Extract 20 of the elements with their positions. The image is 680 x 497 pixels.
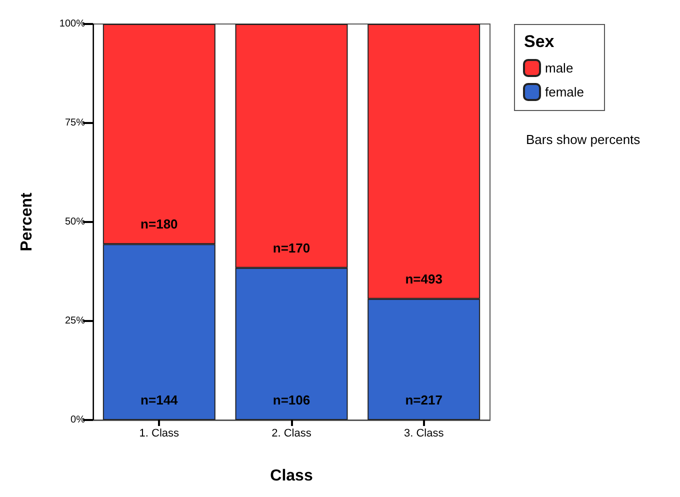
y-axis-title: Percent — [18, 192, 36, 252]
annotation: n=493 — [405, 271, 442, 286]
x-axis-title: Class — [270, 468, 313, 484]
legend-label: male — [545, 60, 574, 76]
x-tick-label: 2. Class — [272, 428, 312, 440]
y-tick-label: 75% — [64, 118, 86, 128]
annotation: n=144 — [140, 392, 179, 408]
legend-title: Sex — [524, 32, 555, 51]
y-tick-label: 100% — [59, 18, 86, 30]
legend-label: female — [545, 84, 584, 100]
y-tick-label: 25% — [64, 316, 86, 326]
text: Bars show percents — [526, 132, 641, 147]
x-tick-label: 1. Class — [139, 428, 180, 440]
annotation: n=217 — [405, 392, 442, 408]
x-tick-label: 3. Class — [404, 428, 444, 440]
annotation: n=106 — [272, 392, 310, 408]
annotation: n=170 — [272, 240, 310, 256]
y-tick-label: 0% — [70, 414, 86, 426]
annotation: n=180 — [140, 216, 178, 232]
y-tick-label: 50% — [64, 216, 86, 228]
